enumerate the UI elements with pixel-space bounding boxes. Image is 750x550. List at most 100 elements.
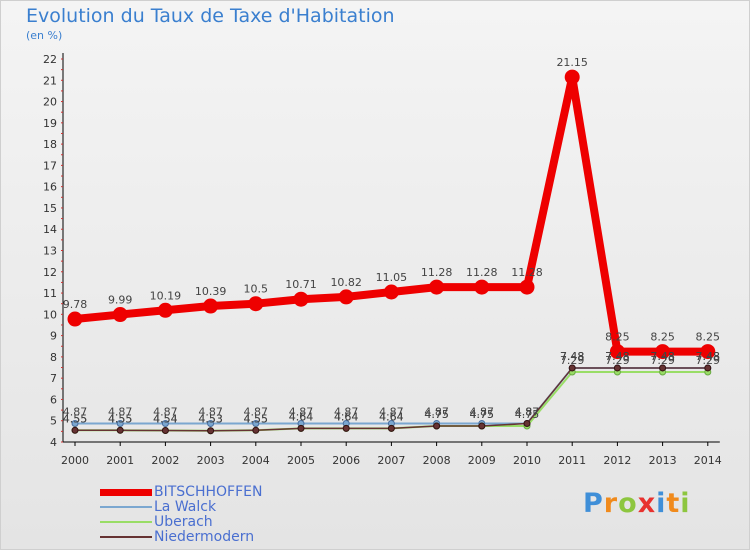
x-tick-label: 2007 [377,454,405,467]
proxiti-logo: Proxiti [583,488,691,519]
data-label-la-walck: 4.87 [379,405,404,418]
line-chart: 4 5 6 7 8 9 10 11 12 13 14 15 16 17 18 19 20 21 22 2000 2001… [43,53,722,467]
logo-letter: o [618,488,638,519]
data-point-niedermodern [342,424,350,432]
y-tick-label: 7 [50,372,57,385]
data-label-uberach: 4.55 [63,412,88,425]
data-label-bitschhoffen: 10.71 [285,278,317,291]
x-tick-label: 2012 [603,454,631,467]
data-label-niedermodern: 4.54 [153,413,178,426]
data-label-la-walck: 4.87 [470,405,495,418]
y-tick-label: 22 [43,53,57,66]
data-label-uberach: 7.29 [650,354,675,367]
data-point-niedermodern [659,364,667,372]
data-label-niedermodern: 4.53 [198,413,223,426]
data-point-niedermodern [297,424,305,432]
legend-item-uberach: Uberach [100,514,360,530]
x-tick-label: 2004 [242,454,270,467]
data-point-la-walck [161,419,169,427]
data-label-bitschhoffen: 9.78 [63,298,88,311]
x-tick-label: 2002 [151,454,179,467]
x-tick-label: 2009 [468,454,496,467]
data-label-uberach: 4.64 [334,410,359,423]
legend: BITSCHHOFFEN La Walck Uberach Niedermodern [100,484,360,545]
data-point-bitschhoffen [519,279,535,295]
data-label-uberach: 4.64 [289,410,314,423]
data-point-niedermodern [161,427,169,435]
data-label-bitschhoffen: 10.5 [244,283,269,296]
data-label-bitschhoffen: 10.82 [330,276,362,289]
data-label-niedermodern: 4.64 [379,410,404,423]
data-label-la-walck: 4.87 [198,405,223,418]
data-label-uberach: 4.64 [379,410,404,423]
data-label-la-walck: 4.87 [244,405,269,418]
y-tick-label: 6 [50,393,57,406]
y-tick-label: 14 [43,223,57,236]
y-tick-label: 21 [43,74,57,87]
data-label-niedermodern: 4.55 [244,412,269,425]
y-tick-label: 13 [43,245,57,258]
data-label-bitschhoffen: 11.28 [466,266,498,279]
data-label-niedermodern: 7.48 [605,350,630,363]
data-label-la-walck: 4.87 [334,405,359,418]
logo-letter: r [603,488,619,519]
legend-item-niedermodern: Niedermodern [100,529,360,545]
data-label-niedermodern: 4.64 [334,410,359,423]
data-label-niedermodern: 7.48 [650,350,675,363]
data-label-bitschhoffen: 10.39 [195,285,227,298]
x-tick-label: 2000 [61,454,89,467]
data-point-bitschhoffen [157,302,173,318]
legend-swatch-niedermodern [100,536,152,538]
data-label-niedermodern: 4.55 [108,412,133,425]
y-tick-label: 5 [50,415,57,428]
legend-swatch-bitschhoffen [100,489,152,496]
legend-label-bitschhoffen: BITSCHHOFFEN [154,484,263,500]
data-point-niedermodern [568,364,576,372]
data-point-la-walck [252,419,260,427]
data-label-la-walck: 7.48 [605,350,630,363]
data-point-bitschhoffen [293,291,309,307]
data-point-bitschhoffen [112,307,128,323]
y-tick-label: 12 [43,266,57,279]
data-label-niedermodern: 4.75 [470,408,495,421]
data-point-bitschhoffen [655,344,671,360]
chart-axes: 4 5 6 7 8 9 10 11 12 13 14 15 16 17 18 19 20 21 22 2000 2001… [43,53,722,467]
legend-item-la-walck: La Walck [100,499,360,515]
data-point-bitschhoffen [383,284,399,300]
legend-label-uberach: Uberach [154,514,213,530]
data-point-la-walck [116,419,124,427]
x-tick-label: 2010 [513,454,541,467]
data-label-bitschhoffen: 11.28 [511,266,543,279]
data-label-niedermodern: 7.48 [696,350,721,363]
data-point-niedermodern [387,424,395,432]
series-layer [67,69,716,435]
data-label-bitschhoffen: 11.05 [376,271,408,284]
x-tick-label: 2014 [694,454,722,467]
data-point-bitschhoffen [248,296,264,312]
data-point-bitschhoffen [203,298,219,314]
data-point-bitschhoffen [700,344,716,360]
y-tick-label: 17 [43,159,57,172]
data-label-bitschhoffen: 11.28 [421,266,453,279]
data-label-uberach: 7.29 [696,354,721,367]
data-point-bitschhoffen [474,279,490,295]
data-labels-layer: 4.87 4.87 4.87 4.87 4.87 4.87 4.87 4.87 4.87 4.87… [63,56,720,426]
x-tick-label: 2005 [287,454,315,467]
data-label-niedermodern: 4.64 [289,410,314,423]
data-label-la-walck: 7.48 [560,350,585,363]
x-tick-label: 2003 [197,454,225,467]
data-label-uberach: 4.54 [153,413,178,426]
data-label-uberach: 4.75 [470,408,495,421]
data-label-la-walck: 7.48 [696,350,721,363]
chart-title: Evolution du Taux de Taxe d'Habitation [26,5,395,27]
data-label-bitschhoffen: 8.25 [696,331,721,344]
data-point-bitschhoffen [429,279,445,295]
data-label-uberach: 7.29 [605,354,630,367]
y-tick-label: 11 [43,287,57,300]
logo-letter: i [656,488,667,519]
data-label-uberach: 4.53 [198,413,223,426]
data-point-niedermodern [116,426,124,434]
data-point-niedermodern [71,426,79,434]
y-tick-label: 18 [43,138,57,151]
